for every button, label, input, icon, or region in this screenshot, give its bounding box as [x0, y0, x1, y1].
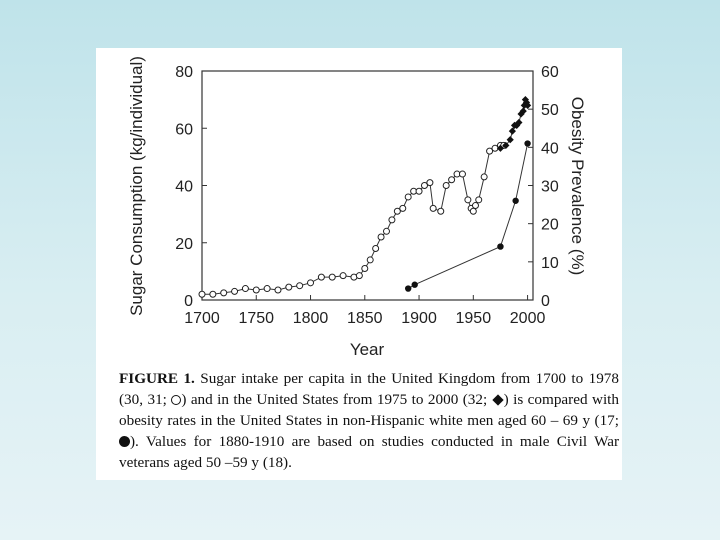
series-2-point-1: [411, 281, 418, 288]
series-0-point-22: [393, 207, 401, 215]
series-0-point-34: [458, 170, 466, 178]
series-0-point-21: [388, 216, 396, 224]
series-line-0: [202, 144, 504, 295]
y-left-tick-label-2: 40: [175, 179, 193, 196]
y-right-tick-label-0: 0: [541, 293, 550, 310]
figure-caption: FIGURE 1. Sugar intake per capita in the…: [119, 368, 619, 473]
series-0-point-39: [475, 196, 483, 204]
series-0-point-15: [355, 272, 363, 280]
series-0-point-27: [420, 182, 428, 189]
series-1-point-7: [517, 110, 525, 118]
series-0-point-30: [437, 207, 445, 215]
series-0-point-13: [339, 272, 347, 280]
y-right-tick-label-4: 40: [541, 140, 559, 157]
series-0-point-7: [274, 286, 282, 294]
open-circle-icon: [171, 395, 182, 405]
series-0-point-28: [426, 179, 434, 187]
series-0-point-17: [366, 256, 374, 264]
series-2-point-3: [512, 197, 519, 204]
x-tick-label-0: 1700: [184, 310, 220, 327]
series-0-point-35: [464, 196, 472, 204]
series-1-point-6: [515, 118, 523, 127]
series-0-point-12: [328, 273, 336, 281]
chart: 1700 1750 1800 1850 1900 1950 2000020406080010…: [127, 56, 587, 359]
series-0-point-31: [442, 182, 450, 189]
x-tick-label-6: 2000: [510, 310, 546, 327]
series-0-point-5: [252, 286, 260, 294]
y-right-tick-label-3: 30: [541, 179, 559, 196]
series-0-point-26: [415, 187, 423, 195]
x-tick-label-4: 1900: [401, 310, 437, 327]
series-0-point-20: [382, 227, 390, 235]
caption-part1: Sugar intake per capita in the United Ki…: [119, 370, 619, 408]
x-tick-label-5: 1950: [456, 310, 492, 327]
y-left-tick-label-3: 60: [175, 121, 193, 138]
y-right-tick-label-2: 20: [541, 217, 559, 234]
series-0-point-24: [404, 193, 412, 201]
series-0-point-23: [399, 204, 407, 212]
series-0-point-32: [448, 176, 456, 184]
ticks-layer: 1700 1750 1800 1850 1900 1950 2000020406080010…: [175, 64, 559, 327]
series-0-point-41: [486, 147, 494, 155]
caption-part4: ). Values for 1880-1910 are based on stu…: [119, 433, 619, 471]
series-1-point-3: [508, 127, 516, 135]
y-left-tick-label-4: 80: [175, 64, 193, 81]
series-layer: [198, 96, 532, 298]
series-0-point-3: [231, 287, 239, 295]
series-2-point-0: [404, 285, 412, 292]
left-axis-title: Sugar Consumption (kg/individual): [127, 56, 146, 316]
y-right-tick-label-5: 50: [541, 102, 559, 119]
series-0-point-40: [480, 173, 488, 181]
y-right-tick-label-1: 10: [541, 255, 559, 272]
x-axis-title: Year: [350, 340, 385, 359]
y-right-tick-label-6: 60: [541, 64, 559, 81]
y-left-tick-label-1: 20: [175, 236, 193, 253]
series-0-point-8: [285, 283, 293, 291]
series-0-point-10: [307, 279, 315, 287]
series-0-point-11: [317, 273, 325, 281]
x-tick-label-2: 1800: [293, 310, 329, 327]
series-0-point-16: [361, 265, 369, 273]
y-left-tick-label-0: 0: [184, 293, 193, 310]
series-2-point-4: [524, 140, 531, 147]
caption-label: FIGURE 1.: [119, 370, 195, 387]
series-0-point-6: [263, 285, 271, 293]
diamond-icon: [491, 394, 504, 406]
caption-part3: ) is compared with obesity rates in the …: [119, 391, 619, 429]
series-1-point-12: [523, 101, 532, 109]
x-tick-label-1: 1750: [238, 310, 274, 327]
series-1-point-10: [521, 96, 530, 104]
caption-part2: ) and in the United States from 1975 to …: [181, 391, 488, 408]
series-0-point-1: [209, 290, 217, 298]
series-0-point-19: [377, 233, 385, 241]
series-line-2: [407, 143, 529, 290]
series-0-point-2: [220, 289, 228, 297]
series-0-point-9: [296, 282, 304, 290]
series-1-point-1: [502, 141, 510, 150]
series-0-point-0: [198, 290, 206, 298]
series-1-point-2: [506, 136, 514, 144]
slide-card: 1700 1750 1800 1850 1900 1950 2000 0 20 40 60 80 0 10…: [96, 48, 622, 480]
series-0-point-37: [469, 207, 477, 215]
series-1-point-0: [496, 144, 505, 152]
series-0-point-18: [372, 244, 380, 252]
plot-frame: [201, 70, 534, 301]
x-tick-label-3: 1850: [347, 310, 383, 327]
series-2-point-2: [497, 243, 504, 250]
filled-circle-icon: [119, 436, 130, 447]
right-axis-title: Obesity Prevalence (%): [568, 97, 587, 276]
series-0-point-38: [471, 202, 479, 210]
series-0-point-4: [241, 285, 249, 293]
series-0-point-29: [429, 204, 437, 212]
series-1-point-8: [519, 107, 527, 115]
